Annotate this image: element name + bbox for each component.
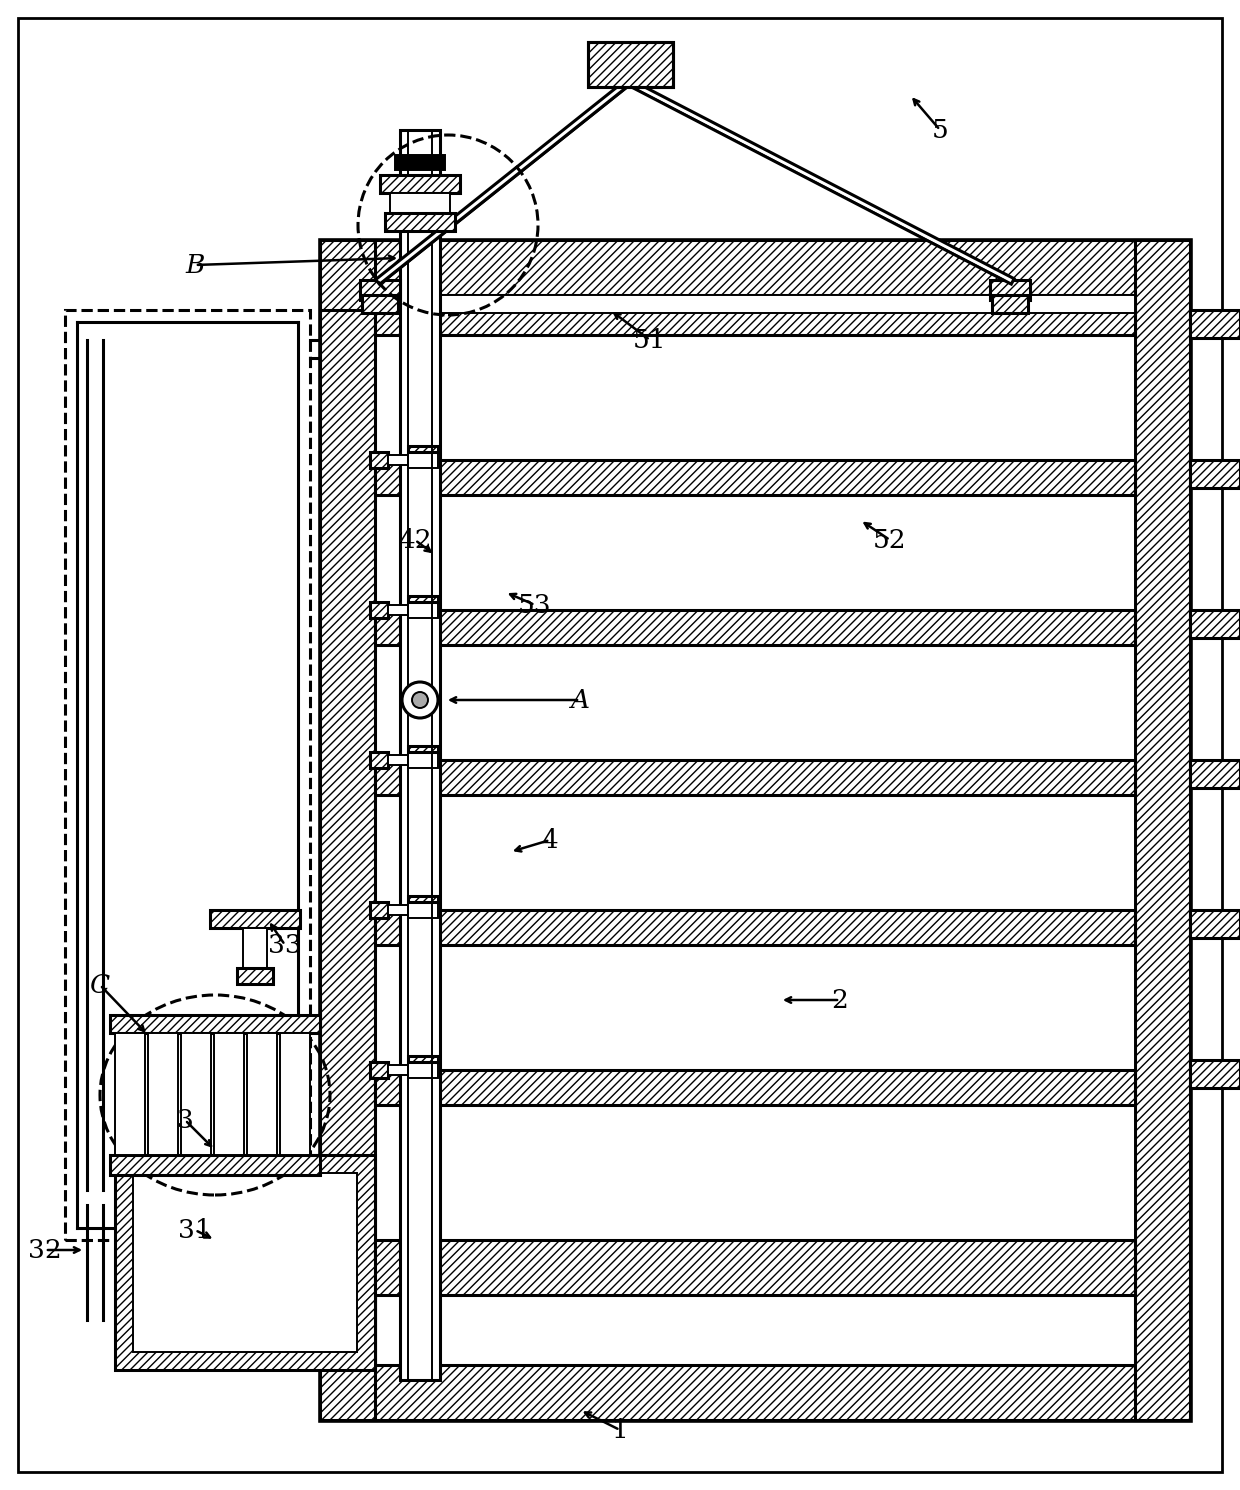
Bar [388,605,408,615]
Text: 42: 42 [398,527,432,553]
Bar [1190,609,1240,638]
Bar [374,910,1135,945]
Bar [1190,910,1240,939]
Bar [408,901,438,918]
Bar [401,130,440,1380]
Text: B: B [185,252,205,277]
Bar [408,746,438,752]
Bar [1190,760,1240,788]
Bar [588,42,673,86]
Bar [320,240,1190,295]
Bar [374,295,1135,313]
Bar [388,454,408,465]
Bar [408,752,438,767]
Bar [1190,310,1240,338]
Circle shape [412,691,428,708]
Bar [148,1033,179,1155]
Bar [215,1033,244,1155]
Bar [1190,1059,1240,1088]
Bar [320,240,374,1420]
Text: C: C [91,973,110,997]
Bar [210,910,300,928]
Text: 5: 5 [931,118,949,143]
Bar [237,968,273,983]
Bar [379,174,460,194]
Bar [388,1065,408,1074]
Bar [1190,460,1240,489]
Bar [408,602,438,618]
Bar [408,1062,438,1077]
Circle shape [402,682,438,718]
Text: 1: 1 [611,1417,629,1442]
Bar [362,295,398,313]
Bar [370,901,388,918]
Bar [374,945,1135,1070]
Text: 32: 32 [29,1238,62,1262]
Bar [210,910,300,928]
Text: 2: 2 [832,988,848,1013]
Bar [1135,240,1190,1420]
Bar [374,1106,1135,1240]
Bar [370,451,388,468]
Bar [1190,310,1240,338]
Bar [370,602,388,618]
Bar [374,335,1135,460]
Text: 31: 31 [179,1217,212,1243]
Bar [115,1155,374,1369]
Bar [1190,760,1240,788]
Bar [110,1155,320,1176]
Bar [64,310,310,1240]
Bar [388,755,408,764]
Bar [133,1173,357,1351]
Bar [384,213,455,231]
Bar [243,928,267,968]
Bar [374,645,1135,760]
Text: 3: 3 [176,1107,193,1132]
Text: 53: 53 [518,593,552,617]
Bar [408,1056,438,1062]
Bar [374,796,1135,910]
Bar [374,760,1135,796]
Bar [370,1062,388,1077]
Bar [247,1033,277,1155]
Bar [370,752,388,767]
Text: A: A [570,687,589,712]
Text: 52: 52 [873,527,906,553]
Bar [992,295,1028,313]
Bar [588,42,673,86]
Bar [320,310,374,1365]
Bar [374,460,1135,495]
Bar [1190,1059,1240,1088]
Bar [388,904,408,915]
Bar [374,495,1135,609]
Bar [181,1033,211,1155]
Bar [320,1365,1190,1420]
Bar [320,240,1190,1420]
Bar [374,609,1135,645]
Bar [1190,910,1240,939]
Bar [408,451,438,468]
Text: 33: 33 [268,933,301,958]
Bar [408,446,438,451]
Bar [1190,609,1240,638]
Bar [374,295,1135,1365]
Bar [408,895,438,901]
Bar [110,1015,320,1033]
Bar [396,155,445,170]
Bar [360,280,401,299]
Bar [374,1070,1135,1106]
Bar [990,280,1030,299]
Text: 4: 4 [542,827,558,852]
Bar [408,596,438,602]
Bar [374,1240,1135,1295]
Bar [280,1033,310,1155]
Bar [115,1033,145,1155]
Bar [1190,460,1240,489]
Bar [391,194,450,213]
Text: 51: 51 [634,328,667,353]
Bar [374,299,1135,335]
